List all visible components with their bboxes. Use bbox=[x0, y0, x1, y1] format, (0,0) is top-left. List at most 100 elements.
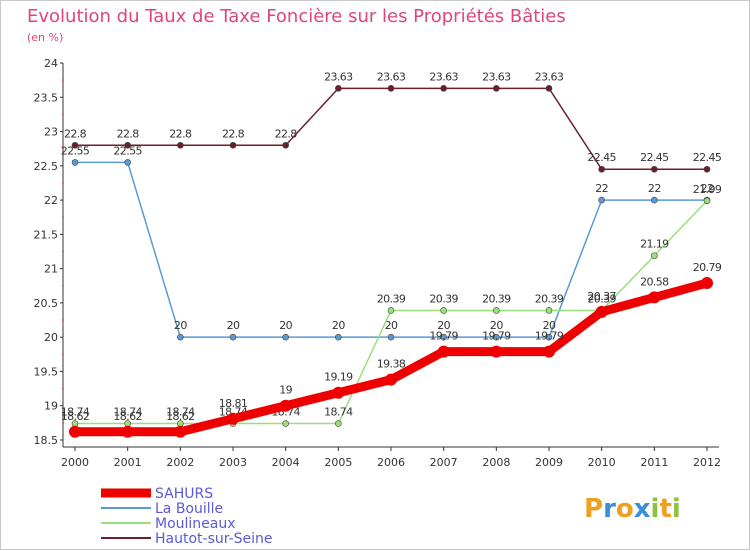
data-label: 20.39 bbox=[482, 292, 511, 305]
data-point bbox=[227, 412, 239, 425]
data-point bbox=[282, 141, 289, 149]
data-label: 20 bbox=[437, 319, 450, 332]
data-point bbox=[493, 333, 500, 341]
data-point bbox=[335, 333, 342, 341]
y-tick-label: 24 bbox=[44, 57, 58, 70]
data-label: 18.74 bbox=[166, 406, 195, 419]
data-point bbox=[701, 277, 713, 290]
data-label: 20.39 bbox=[429, 292, 458, 305]
legend-entry: Hautot-sur-Seine bbox=[155, 531, 273, 547]
x-tick-label: 2003 bbox=[219, 456, 247, 469]
data-point bbox=[229, 333, 237, 341]
data-label: 22.8 bbox=[275, 127, 298, 140]
data-label: 19 bbox=[279, 384, 292, 397]
data-label: 19.38 bbox=[377, 358, 406, 371]
logo-letter: x bbox=[634, 494, 651, 524]
y-tick-label: 23.5 bbox=[34, 91, 59, 104]
data-label: 19.79 bbox=[429, 330, 458, 343]
data-point bbox=[598, 196, 605, 204]
data-point bbox=[229, 141, 237, 149]
proxiti-logo: Proxiti bbox=[584, 494, 681, 524]
y-tick-label: 21.5 bbox=[34, 228, 59, 241]
data-point bbox=[335, 420, 342, 427]
data-label: 20 bbox=[385, 319, 398, 332]
x-tick-label: 2004 bbox=[272, 456, 300, 469]
x-tick-label: 2011 bbox=[640, 456, 668, 469]
data-point bbox=[124, 159, 131, 166]
data-label: 18.74 bbox=[61, 406, 90, 419]
data-label: 20.39 bbox=[535, 292, 564, 305]
data-point bbox=[651, 252, 658, 259]
x-tick-label: 2001 bbox=[114, 456, 142, 469]
data-label: 18.62 bbox=[61, 410, 90, 423]
data-point bbox=[703, 197, 711, 205]
data-label: 22.45 bbox=[640, 151, 669, 164]
y-tick-label: 19.5 bbox=[34, 365, 59, 378]
chart-title: Evolution du Taux de Taxe Foncière sur l… bbox=[27, 6, 566, 27]
data-point bbox=[440, 307, 447, 314]
chart-subtitle: (en %) bbox=[27, 31, 63, 44]
data-point bbox=[282, 420, 289, 427]
data-point bbox=[493, 307, 500, 314]
data-point bbox=[543, 345, 555, 358]
logo-text: Proxiti bbox=[584, 494, 681, 524]
data-point bbox=[545, 333, 553, 341]
y-tick-label: 21 bbox=[44, 263, 58, 276]
data-point bbox=[545, 307, 553, 314]
data-label: 22.8 bbox=[222, 127, 245, 140]
data-label: 23.63 bbox=[377, 70, 406, 83]
data-label: 22.8 bbox=[169, 127, 192, 140]
y-tick-label: 23 bbox=[44, 126, 58, 139]
data-point bbox=[335, 85, 342, 92]
data-point bbox=[545, 85, 553, 92]
axes: 18.5 19 19.5 20 20.5 21 21.5 22 22.5 23 23.5 24 2000… bbox=[34, 57, 722, 469]
data-label: 20 bbox=[227, 319, 240, 332]
data-label: 18.62 bbox=[113, 410, 142, 423]
data-label: 22 bbox=[701, 182, 714, 195]
data-point bbox=[648, 291, 661, 304]
data-point bbox=[440, 333, 447, 341]
data-label: 20 bbox=[490, 319, 503, 332]
data-point bbox=[437, 345, 450, 358]
data-label: 18.81 bbox=[219, 397, 248, 410]
legend-entry: SAHURS bbox=[155, 486, 213, 502]
plot-area: 22.8 22.8 22.8 22.8 22.8 23.63 23.63 23.63 23.63… bbox=[61, 70, 722, 438]
data-point bbox=[282, 333, 289, 341]
x-tick-label: 2005 bbox=[324, 456, 352, 469]
x-tick-label: 2009 bbox=[535, 456, 563, 469]
y-tick-label: 19 bbox=[44, 400, 58, 413]
logo-letter: t bbox=[659, 494, 671, 524]
data-point bbox=[440, 85, 447, 92]
data-label: 19.79 bbox=[482, 330, 511, 343]
data-point bbox=[71, 159, 79, 166]
data-point bbox=[279, 399, 292, 412]
data-label: 22.55 bbox=[61, 144, 90, 157]
logo-letter: P bbox=[584, 494, 603, 524]
data-label: 20.39 bbox=[587, 292, 616, 305]
data-label: 23.63 bbox=[324, 70, 353, 83]
data-point bbox=[493, 85, 500, 92]
data-point bbox=[177, 333, 184, 341]
logo-letter: o bbox=[616, 494, 634, 524]
x-tick-label: 2012 bbox=[693, 456, 721, 469]
data-label: 19.79 bbox=[535, 330, 564, 343]
data-point bbox=[69, 425, 81, 438]
x-tick-label: 2000 bbox=[61, 456, 89, 469]
data-label: 20 bbox=[174, 319, 187, 332]
y-tick-label: 20 bbox=[44, 331, 58, 344]
y-tick-label: 22 bbox=[44, 194, 58, 207]
data-point bbox=[387, 333, 395, 341]
data-point bbox=[71, 141, 79, 149]
x-tick-label: 2007 bbox=[430, 456, 458, 469]
data-label: 23.63 bbox=[535, 70, 564, 83]
data-label: 22.8 bbox=[64, 127, 87, 140]
data-point bbox=[703, 165, 711, 173]
data-label: 21.19 bbox=[640, 238, 669, 251]
data-label: 22 bbox=[648, 182, 661, 195]
data-label: 21.99 bbox=[693, 183, 722, 196]
logo-letter: i bbox=[651, 494, 660, 524]
logo-letter: i bbox=[672, 494, 681, 524]
data-label: 20.79 bbox=[693, 261, 722, 274]
y-tick-label: 20.5 bbox=[34, 297, 59, 310]
data-label: 18.62 bbox=[166, 410, 195, 423]
